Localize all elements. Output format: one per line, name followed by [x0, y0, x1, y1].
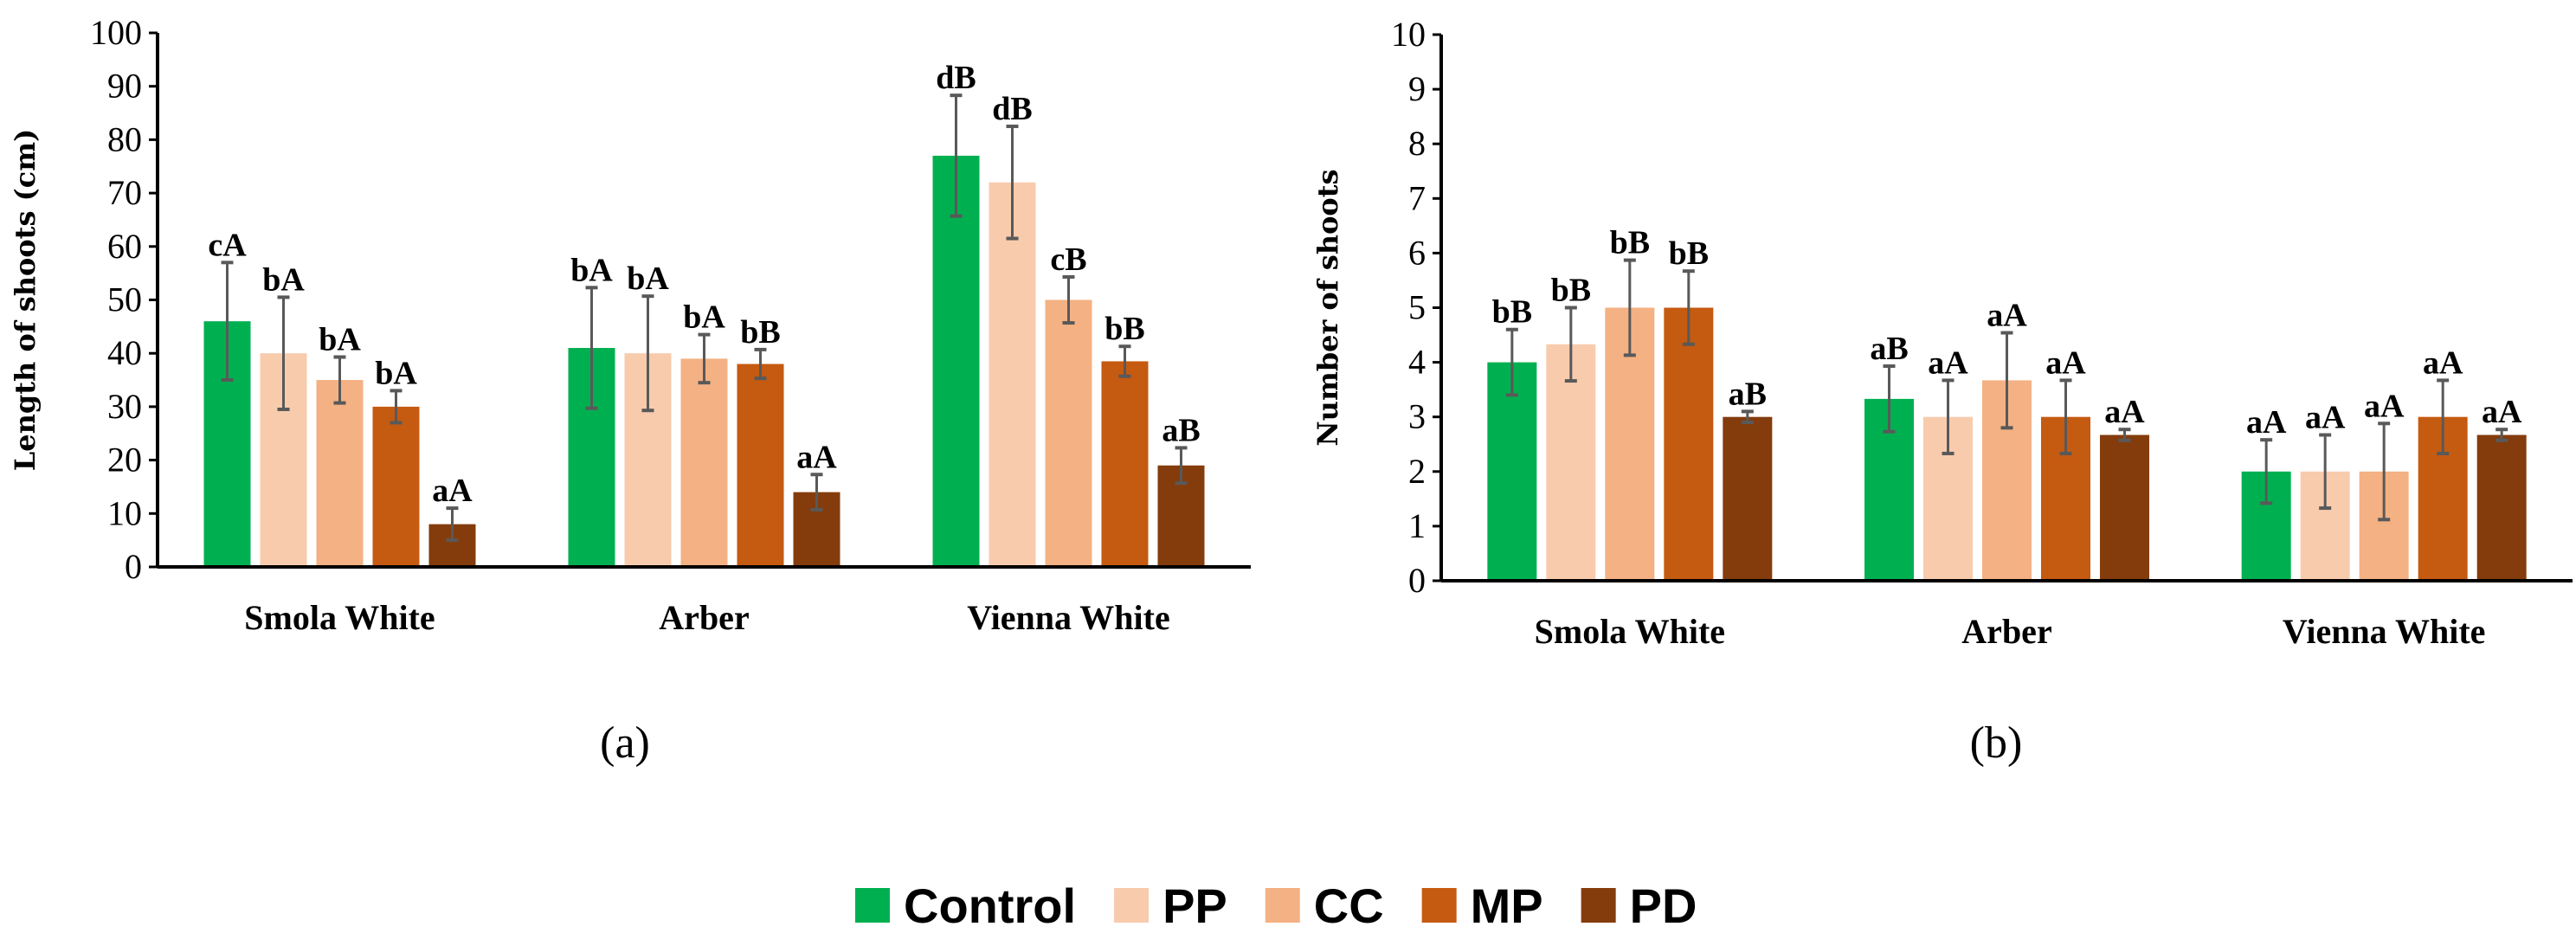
significance-label: aA [2364, 388, 2405, 424]
y-tick-label: 0 [1408, 561, 1426, 600]
panel-caption: (a) [600, 718, 650, 768]
y-tick-label: 4 [1408, 343, 1426, 382]
significance-label: bB [1492, 294, 1532, 331]
x-category-label: Smola White [244, 598, 435, 637]
legend-swatch-pd [1581, 888, 1616, 923]
significance-label: bA [319, 322, 361, 358]
y-axis-label: Length of shoots (cm) [9, 129, 42, 471]
bar-pp [1546, 344, 1596, 581]
bar-mp [1664, 307, 1714, 581]
legend-swatch-control [855, 888, 890, 923]
significance-label: aA [2482, 394, 2522, 430]
y-tick-label: 20 [107, 441, 142, 479]
legend-label-pp: PP [1162, 878, 1227, 933]
significance-label: aA [796, 439, 837, 475]
y-axis-label: Number of shoots [1311, 169, 1344, 446]
y-tick-label: 3 [1408, 397, 1426, 436]
significance-label: cA [208, 227, 247, 263]
panel-caption: (b) [1970, 718, 2023, 768]
significance-label: bB [1104, 311, 1144, 347]
bar-mp [372, 406, 420, 567]
legend-label-control: Control [904, 878, 1076, 933]
x-category-label: Arber [1961, 612, 2051, 651]
legend-label-mp: MP [1471, 878, 1543, 933]
significance-label: aB [1162, 412, 1200, 448]
significance-label: bA [683, 299, 725, 336]
y-tick-label: 10 [1391, 15, 1426, 54]
significance-label: dB [936, 60, 976, 96]
y-tick-label: 7 [1408, 178, 1426, 217]
y-tick-label: 60 [107, 227, 142, 266]
significance-label: aA [2104, 394, 2145, 430]
significance-label: bA [570, 252, 613, 288]
y-tick-label: 80 [107, 119, 142, 158]
y-tick-label: 30 [107, 387, 142, 426]
x-category-label: Smola White [1535, 612, 1725, 651]
significance-label: aA [432, 473, 473, 509]
legend-label-pd: PD [1630, 878, 1697, 933]
y-tick-label: 1 [1408, 506, 1426, 545]
significance-label: bB [1669, 235, 1709, 272]
bar-mp [1101, 361, 1149, 567]
bar-pd [2100, 434, 2149, 581]
significance-label: aA [2246, 404, 2287, 441]
significance-label: bB [740, 314, 780, 351]
significance-label: bB [1551, 273, 1591, 309]
bar-pd [1723, 416, 1773, 581]
significance-label: bA [627, 261, 669, 297]
bar-mp [737, 364, 784, 567]
x-category-label: Vienna White [967, 598, 1169, 637]
legend-swatch-pp [1114, 888, 1150, 923]
y-tick-label: 100 [90, 13, 142, 52]
y-tick-label: 5 [1408, 288, 1426, 327]
y-tick-label: 6 [1408, 233, 1426, 272]
y-tick-label: 90 [107, 67, 142, 106]
significance-label: bB [1610, 225, 1650, 261]
significance-label: bA [262, 261, 305, 298]
legend: Control PP CC MP PD [855, 878, 1697, 933]
legend-swatch-mp [1421, 888, 1457, 923]
y-tick-label: 10 [107, 493, 142, 532]
significance-label: cB [1050, 241, 1086, 278]
significance-label: aB [1729, 376, 1767, 412]
y-tick-label: 70 [107, 173, 142, 212]
bar-cc [680, 358, 728, 567]
y-tick-label: 40 [107, 333, 142, 372]
legend-swatch-cc [1265, 888, 1300, 923]
significance-label: aA [1987, 298, 2027, 334]
chart-a: 0 10 20 30 40 50 60 70 80 90 100 Length of shoots (… [9, 13, 1251, 768]
significance-label: bA [375, 355, 417, 391]
significance-label: aA [2305, 400, 2346, 436]
significance-label: aA [2423, 344, 2463, 381]
y-tick-label: 50 [107, 280, 142, 319]
y-tick-label: 2 [1408, 452, 1426, 491]
significance-label: aB [1870, 331, 1908, 367]
y-tick-label: 8 [1408, 124, 1426, 163]
bar-control [1487, 362, 1537, 581]
bar-cc [1045, 299, 1092, 567]
x-category-label: Arber [659, 598, 749, 637]
y-tick-label: 0 [125, 547, 142, 586]
significance-label: aA [1928, 344, 1968, 381]
bar-cc [316, 380, 364, 567]
bar-pd [2476, 434, 2527, 581]
bar-pp [989, 182, 1036, 567]
legend-label-cc: CC [1314, 878, 1384, 933]
significance-label: dB [992, 91, 1032, 127]
y-tick-label: 9 [1408, 69, 1426, 108]
bar-control [932, 155, 980, 567]
chart-b: 0 1 2 3 4 5 6 7 8 9 10 Number of shoots Smola White b… [1311, 15, 2573, 768]
x-category-label: Vienna White [2283, 612, 2485, 651]
significance-label: aA [2045, 344, 2086, 381]
